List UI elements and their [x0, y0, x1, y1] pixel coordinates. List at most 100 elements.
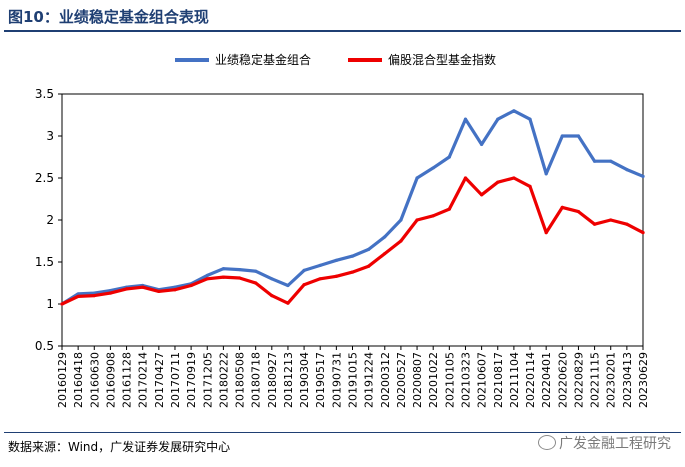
series-2-point: [560, 205, 564, 209]
series-2-point: [60, 302, 64, 306]
footer-divider: [4, 432, 681, 433]
x-tick-label: 20180718: [250, 352, 263, 408]
series-2-point: [576, 210, 581, 214]
x-tick-label: 20210607: [476, 352, 489, 408]
series-2-point: [318, 277, 322, 281]
series-1-point: [463, 117, 468, 121]
series-1-point: [334, 258, 338, 262]
x-tick-label: 20201022: [427, 352, 440, 408]
x-tick-label: 20160630: [88, 352, 101, 408]
series-line-2: [60, 176, 645, 306]
y-tick-label: 2: [46, 213, 54, 227]
series-1-point: [383, 235, 387, 239]
x-tick-label: 20221115: [589, 352, 602, 408]
watermark-text: 广发金融工程研究: [559, 436, 671, 452]
x-tick-label: 20170214: [137, 352, 150, 408]
x-tick-label: 20160418: [72, 352, 85, 408]
series-2-point: [157, 289, 161, 293]
series-1-point: [592, 159, 597, 163]
series-2-point: [625, 222, 629, 226]
x-tick-label: 20170711: [169, 352, 182, 408]
series-2-point: [528, 184, 532, 188]
series-2-point: [237, 276, 242, 280]
series-1-point: [512, 109, 516, 113]
series-2-point: [496, 180, 500, 184]
series-2-point: [254, 281, 258, 285]
x-tick-label: 20200807: [411, 352, 424, 408]
figure-title: 图10：业绩稳定基金组合表现: [8, 8, 209, 26]
x-tick-label: 20170919: [185, 352, 198, 408]
series-2-point: [350, 270, 355, 274]
legend-label-2: 偏股混合型基金指数: [388, 52, 496, 67]
series-1-point: [237, 267, 242, 272]
series-1-point: [399, 218, 403, 222]
series-1-point: [318, 263, 322, 267]
x-tick-label: 20161128: [121, 352, 134, 408]
y-tick-label: 2.5: [35, 171, 54, 185]
x-tick-label: 20200527: [395, 352, 408, 408]
x-tick-label: 20180508: [234, 352, 247, 408]
series-1-point: [221, 267, 225, 271]
x-tick-label: 20160129: [56, 352, 69, 408]
series-2-point: [141, 285, 145, 289]
series-2-point: [221, 275, 225, 279]
x-tick-label: 20191224: [363, 352, 376, 408]
x-tick-label: 20220829: [572, 352, 585, 408]
series-1-point: [286, 283, 290, 288]
series-1-point: [480, 142, 484, 146]
x-tick-label: 20190731: [330, 352, 343, 408]
title-divider: [4, 30, 681, 32]
series-2-point: [173, 288, 177, 292]
series-1-point: [544, 172, 548, 176]
x-tick-label: 20200312: [379, 352, 392, 408]
series-2-point: [367, 264, 371, 268]
y-tick-label: 1.5: [35, 255, 54, 269]
x-tick-label: 20220114: [524, 352, 537, 408]
watermark: 广发金融工程研究: [538, 433, 671, 453]
series-1-point: [625, 168, 629, 172]
series-2-point: [383, 252, 387, 256]
x-tick-label: 20230413: [621, 352, 634, 408]
series-1-point: [367, 247, 371, 251]
series-1-point: [609, 159, 613, 163]
series-2-point: [205, 277, 209, 281]
series-line-1: [60, 109, 645, 306]
x-tick-label: 20210105: [443, 352, 456, 408]
series-2-point: [512, 176, 516, 180]
series-1-point: [302, 268, 306, 272]
x-tick-label: 20190517: [314, 352, 327, 408]
x-tick-label: 20170427: [153, 352, 166, 408]
series-1-point: [415, 176, 419, 180]
x-tick-label: 20190304: [298, 352, 311, 408]
series-2-point: [76, 294, 80, 299]
series-1-point: [205, 273, 209, 278]
series-2-point: [641, 231, 645, 235]
series-1-point: [641, 174, 645, 178]
y-tick-label: 1: [46, 297, 54, 311]
series-1-point: [576, 134, 581, 138]
x-tick-label: 20230201: [605, 352, 618, 408]
series-2-point: [480, 193, 484, 197]
wechat-icon: [538, 435, 556, 450]
x-tick-label: 20180927: [266, 352, 279, 408]
series-1-point: [254, 269, 258, 273]
x-tick-label: 20180222: [217, 352, 230, 408]
legend-label-1: 业绩稳定基金组合: [215, 52, 311, 67]
series-2-point: [399, 239, 403, 243]
series-2-point: [302, 283, 306, 287]
x-tick-label: 20210817: [492, 352, 505, 408]
legend: 业绩稳定基金组合 偏股混合型基金指数: [175, 52, 496, 67]
x-tick-label: 20191015: [347, 352, 360, 408]
series-1-point: [270, 277, 274, 281]
series-1-point: [76, 292, 80, 296]
series-2-point: [431, 214, 435, 218]
x-tick-label: 20211104: [508, 352, 521, 408]
series-2-point: [108, 291, 113, 295]
series-1-point: [528, 117, 532, 121]
series-1-point: [560, 134, 564, 138]
series-2-point: [92, 294, 96, 298]
series-1-point: [350, 254, 355, 258]
x-tick-label: 20220620: [556, 352, 569, 408]
series-2-point: [334, 274, 338, 278]
series-2-point: [592, 222, 597, 226]
